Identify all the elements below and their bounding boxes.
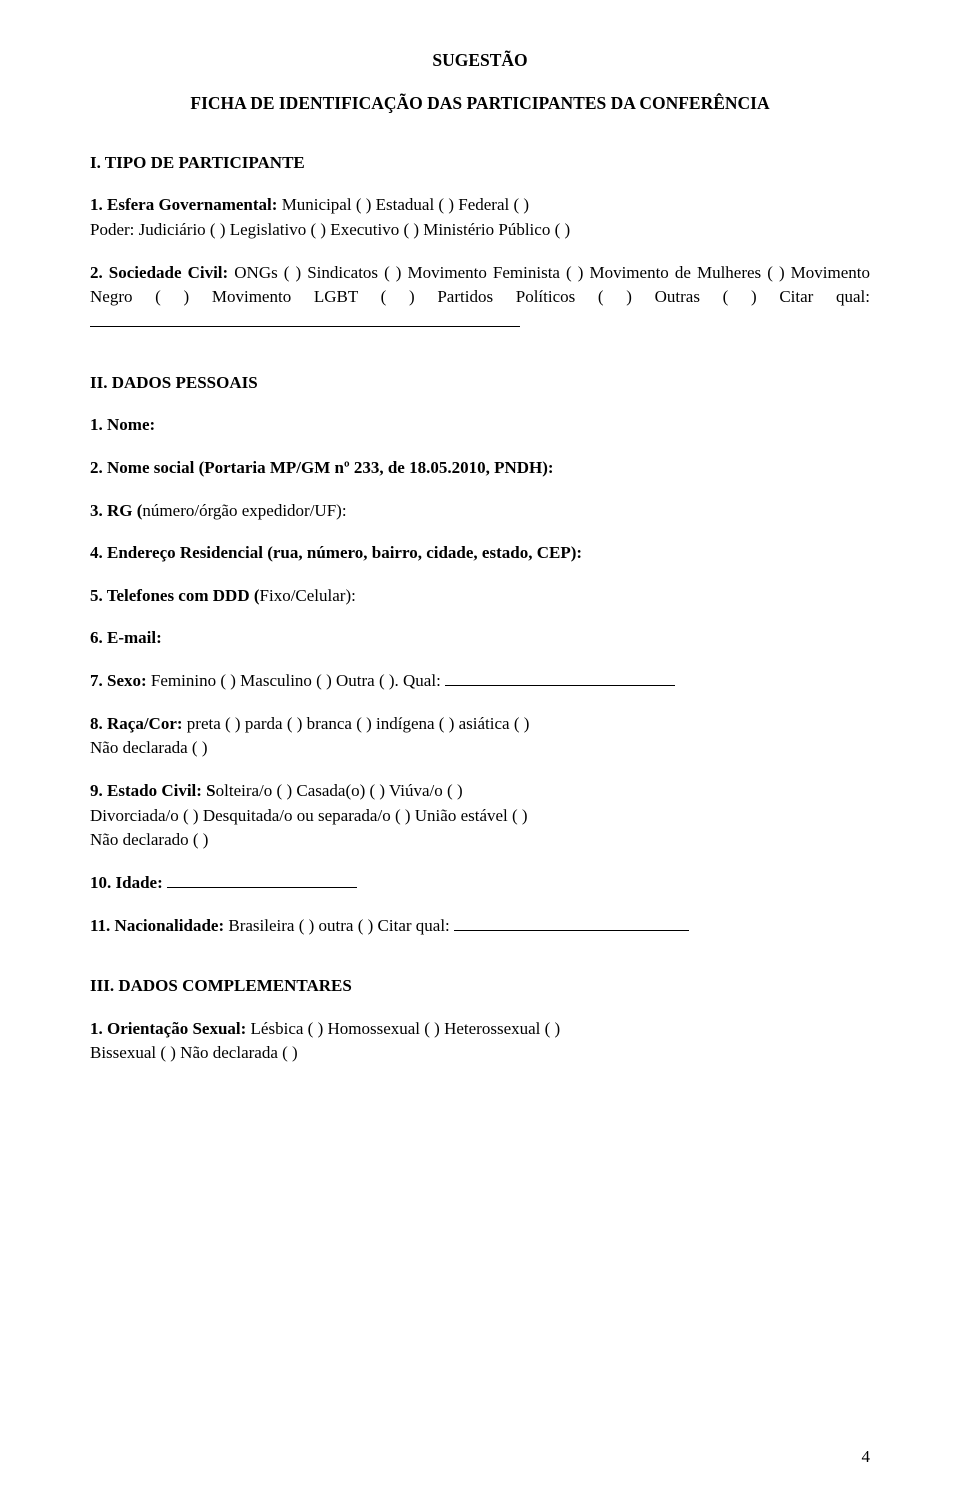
page-number: 4 (862, 1445, 871, 1470)
section2-heading: II. DADOS PESSOAIS (90, 371, 870, 396)
q-idade-label: 10. Idade: (90, 873, 163, 892)
q1-options: Municipal ( ) Estadual ( ) Federal ( ) (282, 195, 529, 214)
q-nacionalidade-label: 11. Nacionalidade: (90, 916, 224, 935)
q-sexo: 7. Sexo: Feminino ( ) Masculino ( ) Outr… (90, 669, 870, 694)
q1-esfera-governamental: 1. Esfera Governamental: Municipal ( ) E… (90, 193, 870, 242)
q-telefones-rest: Fixo/Celular): (260, 586, 356, 605)
q-nome-social: 2. Nome social (Portaria MP/GM nº 233, d… (90, 456, 870, 481)
q-sexo-options: Feminino ( ) Masculino ( ) Outra ( ). Qu… (151, 671, 441, 690)
q-raca-label: 8. Raça/Cor: (90, 714, 183, 733)
q-nacionalidade-options: Brasileira ( ) outra ( ) Citar qual: (228, 916, 449, 935)
q-sexo-label: 7. Sexo: (90, 671, 147, 690)
q-nome: 1. Nome: (90, 413, 870, 438)
q-endereco: 4. Endereço Residencial (rua, número, ba… (90, 541, 870, 566)
section3-heading: III. DADOS COMPLEMENTARES (90, 974, 870, 999)
q-idade: 10. Idade: (90, 871, 870, 896)
q-estado-civil: 9. Estado Civil: Solteira/o ( ) Casada(o… (90, 779, 870, 853)
q-raca-nao-declarada: Não declarada ( ) (90, 738, 208, 757)
q2-citar-qual-line (90, 326, 520, 327)
q-idade-line (167, 887, 357, 888)
q-sexo-qual-line (445, 685, 675, 686)
q-email: 6. E-mail: (90, 626, 870, 651)
title-sugestao: SUGESTÃO (90, 48, 870, 73)
q1-poder-label: Poder: (90, 220, 134, 239)
q-estado-opts1: olteira/o ( ) Casada(o) ( ) Viúva/o ( ) (216, 781, 463, 800)
page: SUGESTÃO FICHA DE IDENTIFICAÇÃO DAS PART… (0, 0, 960, 1494)
section1-heading: I. TIPO DE PARTICIPANTE (90, 151, 870, 176)
q2-sociedade-civil: 2. Sociedade Civil: ONGs ( ) Sindicatos … (90, 261, 870, 335)
q-rg-rest: número/órgão expedidor/UF): (142, 501, 346, 520)
q2-options-a: ONGs ( ) Sindicatos ( ) Movimento Femini… (234, 263, 691, 282)
title-ficha: FICHA DE IDENTIFICAÇÃO DAS PARTICIPANTES… (90, 91, 870, 116)
q-orientacao-opts1: Lésbica ( ) Homossexual ( ) Heterossexua… (251, 1019, 561, 1038)
q-telefones: 5. Telefones com DDD (Fixo/Celular): (90, 584, 870, 609)
q1-poder-options: Judiciário ( ) Legislativo ( ) Executivo… (139, 220, 571, 239)
q-rg: 3. RG (número/órgão expedidor/UF): (90, 499, 870, 524)
q1-label: 1. Esfera Governamental: (90, 195, 277, 214)
q-orientacao-opts2: Bissexual ( ) Não declarada ( ) (90, 1043, 298, 1062)
q-telefones-bold: 5. Telefones com DDD ( (90, 586, 260, 605)
q-nacionalidade: 11. Nacionalidade: Brasileira ( ) outra … (90, 914, 870, 939)
q-estado-opts3: Não declarado ( ) (90, 830, 208, 849)
q-raca-cor: 8. Raça/Cor: preta ( ) parda ( ) branca … (90, 712, 870, 761)
q-estado-label: 9. Estado Civil: S (90, 781, 216, 800)
q-rg-bold: 3. RG ( (90, 501, 142, 520)
q-estado-opts2: Divorciada/o ( ) Desquitada/o ou separad… (90, 806, 528, 825)
q-nacionalidade-line (454, 930, 689, 931)
q-orientacao-label: 1. Orientação Sexual: (90, 1019, 246, 1038)
q-orientacao-sexual: 1. Orientação Sexual: Lésbica ( ) Homoss… (90, 1017, 870, 1066)
q2-label: 2. Sociedade Civil: (90, 263, 228, 282)
q-raca-options: preta ( ) parda ( ) branca ( ) indígena … (187, 714, 530, 733)
